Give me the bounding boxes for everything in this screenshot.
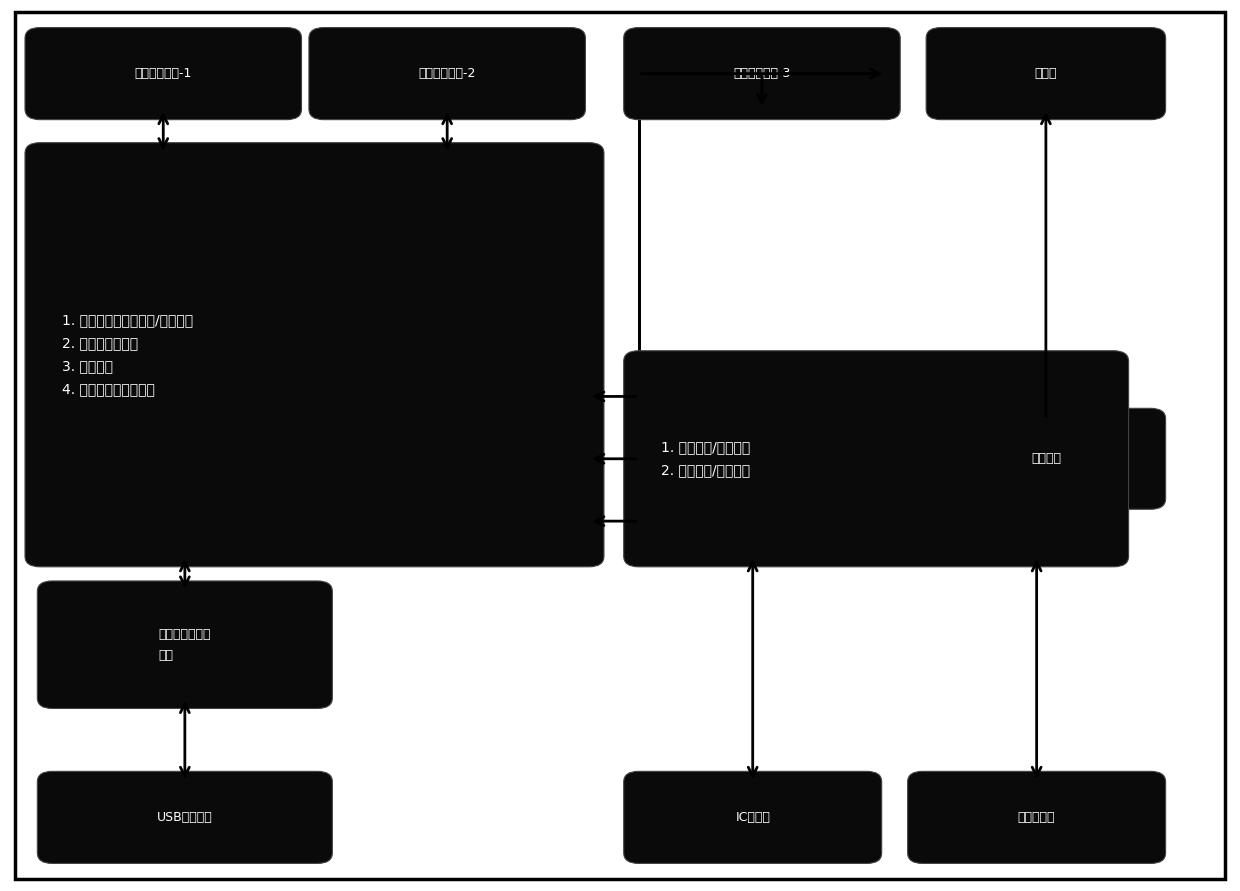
Text: USB存储接口: USB存储接口 — [157, 811, 213, 824]
Text: 以太网接口二-3: 以太网接口二-3 — [733, 67, 791, 80]
FancyBboxPatch shape — [926, 28, 1166, 119]
FancyBboxPatch shape — [926, 408, 1166, 510]
Text: 通信接口板: 通信接口板 — [1018, 811, 1055, 824]
FancyBboxPatch shape — [624, 772, 882, 863]
FancyBboxPatch shape — [908, 772, 1166, 863]
FancyBboxPatch shape — [309, 28, 585, 119]
FancyBboxPatch shape — [25, 143, 604, 567]
Text: 以太网接口二-2: 以太网接口二-2 — [418, 67, 476, 80]
Text: 管理口: 管理口 — [1034, 67, 1058, 80]
Text: 1. 数据加密/解密功能
2. 密钥生产/更新功能: 1. 数据加密/解密功能 2. 密钥生产/更新功能 — [661, 440, 750, 478]
Text: 密钥管理: 密钥管理 — [1030, 453, 1061, 465]
FancyBboxPatch shape — [624, 351, 1128, 567]
FancyBboxPatch shape — [37, 581, 332, 708]
Text: 以太网接口二-1: 以太网接口二-1 — [135, 67, 192, 80]
FancyBboxPatch shape — [25, 28, 301, 119]
FancyBboxPatch shape — [37, 772, 332, 863]
FancyBboxPatch shape — [624, 28, 900, 119]
Text: 单片机加密芯片
存储: 单片机加密芯片 存储 — [159, 628, 211, 662]
Text: 1. 以太网报文数据接收/转发功能
2. 白名单过滤功能
3. 记录功能
4. 数据包异常攻击功能: 1. 以太网报文数据接收/转发功能 2. 白名单过滤功能 3. 记录功能 4. … — [62, 314, 193, 396]
Text: IC卡槽管: IC卡槽管 — [735, 811, 770, 824]
